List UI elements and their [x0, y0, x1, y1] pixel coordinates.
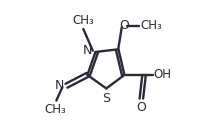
- Text: S: S: [102, 92, 110, 105]
- Text: CH₃: CH₃: [72, 14, 94, 27]
- Text: OH: OH: [154, 68, 172, 81]
- Text: O: O: [119, 19, 129, 32]
- Text: N: N: [83, 44, 92, 57]
- Text: CH₃: CH₃: [44, 103, 66, 116]
- Text: N: N: [55, 79, 64, 92]
- Text: CH₃: CH₃: [141, 19, 163, 32]
- Text: O: O: [137, 101, 146, 114]
